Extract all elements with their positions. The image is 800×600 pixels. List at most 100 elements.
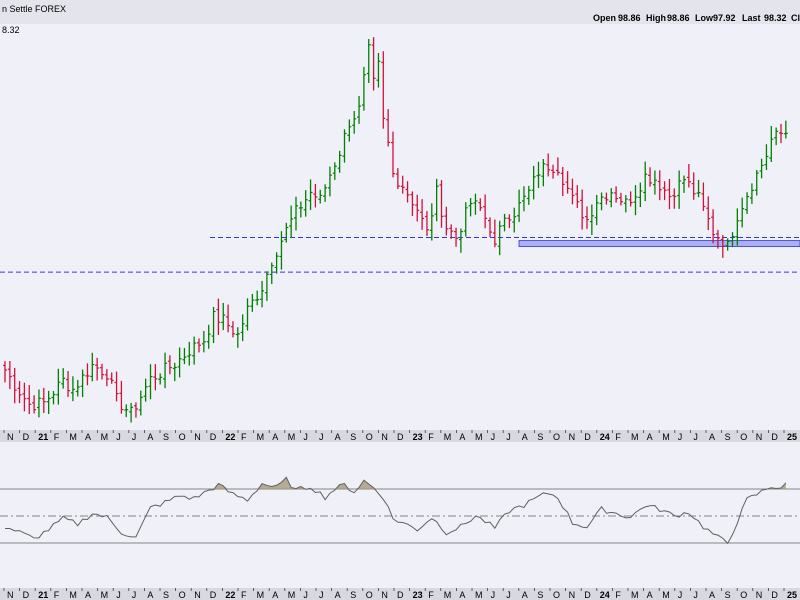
price-bar — [269, 262, 274, 285]
price-bar — [381, 51, 386, 129]
price-bar — [483, 194, 488, 229]
price-bar — [745, 192, 750, 214]
date-tick-label: O — [366, 590, 373, 600]
price-bar — [216, 298, 221, 336]
date-tick-label: A — [335, 432, 341, 442]
price-bar — [41, 387, 46, 413]
price-bar — [235, 327, 240, 348]
date-tick-label: M — [101, 432, 109, 442]
price-panel — [0, 24, 800, 430]
price-bar — [599, 192, 604, 211]
chart-title: n Settle FOREX — [2, 4, 66, 14]
date-tick-label: D — [397, 432, 404, 442]
price-bar — [124, 404, 129, 418]
price-bar — [580, 189, 585, 230]
date-tick-label: S — [725, 432, 731, 442]
date-tick-label: A — [459, 432, 465, 442]
price-bar — [230, 321, 235, 338]
price-bar — [100, 363, 104, 380]
date-tick-label: D — [23, 432, 30, 442]
price-bar — [677, 170, 682, 209]
price-bar — [449, 224, 454, 239]
date-tick-label: S — [725, 590, 731, 600]
price-bar — [327, 166, 332, 197]
date-tick-label: M — [631, 432, 639, 442]
price-bar — [473, 193, 478, 215]
price-bar — [260, 280, 265, 308]
price-bar — [715, 229, 720, 249]
date-tick-label: J — [506, 590, 511, 600]
price-bar — [429, 203, 434, 241]
price-bar — [565, 171, 570, 194]
price-bar — [308, 179, 313, 210]
price-bar — [604, 192, 609, 205]
date-tick-label: D — [771, 590, 778, 600]
price-bar — [361, 66, 366, 111]
date-tick-label: F — [54, 590, 60, 600]
price-bar — [187, 341, 192, 366]
date-tick-label: D — [584, 590, 591, 600]
price-bar — [289, 205, 294, 238]
date-tick-label: J — [132, 590, 137, 600]
price-bar — [614, 186, 619, 203]
price-bar — [711, 209, 716, 244]
date-tick-label: N — [569, 432, 576, 442]
date-tick-label: J — [303, 432, 308, 442]
price-bar — [551, 164, 556, 179]
price-bar — [153, 364, 158, 391]
open-label: Open — [593, 13, 616, 23]
date-tick-label: F — [428, 432, 434, 442]
date-tick-label: N — [756, 590, 763, 600]
price-bar — [56, 368, 61, 405]
price-bar — [657, 170, 662, 201]
date-tick-label: N — [194, 432, 201, 442]
price-bar — [468, 197, 473, 217]
price-bar — [730, 232, 735, 248]
price-bar — [492, 219, 497, 248]
price-bar — [618, 192, 623, 206]
date-tick-label: S — [350, 590, 356, 600]
price-bar — [434, 178, 439, 222]
price-bar — [255, 290, 260, 306]
date-tick-label: J — [678, 432, 683, 442]
price-bar — [759, 158, 764, 179]
date-axis-ticks: N D 21 F M A M J J A S O N D 22 F M A M J J A S O N D 23 F M A M J J A S O N… — [3, 430, 797, 442]
price-bar — [502, 213, 507, 232]
price-bar — [274, 252, 279, 274]
price-bar — [279, 231, 284, 270]
date-tick-label: N — [381, 590, 388, 600]
price-bar — [740, 197, 745, 228]
date-tick-label: 21 — [38, 432, 48, 442]
rsi-indicator — [0, 476, 800, 545]
price-bar — [177, 347, 182, 378]
price-bar — [51, 391, 56, 405]
price-bar — [662, 181, 667, 201]
header-bar — [0, 0, 800, 24]
date-tick-label: J — [693, 432, 698, 442]
date-tick-label: N — [569, 590, 576, 600]
date-tick-label: S — [537, 590, 543, 600]
price-bar — [386, 109, 391, 147]
price-bar — [264, 271, 269, 301]
price-bar — [114, 371, 119, 402]
price-bar — [337, 150, 342, 173]
price-bar — [192, 336, 197, 365]
date-tick-label: M — [475, 432, 483, 442]
date-tick-label: A — [647, 432, 653, 442]
last-label: Last — [742, 13, 761, 23]
date-tick-label: M — [257, 432, 265, 442]
date-tick-label: 24 — [600, 590, 610, 600]
price-bar — [648, 167, 653, 187]
date-tick-label: 25 — [787, 590, 797, 600]
price-bar — [701, 182, 706, 211]
price-bar — [66, 371, 71, 397]
price-bar — [240, 314, 245, 342]
date-tick-label: 23 — [413, 432, 423, 442]
low-value: 97.92 — [713, 13, 736, 23]
price-bar — [7, 360, 12, 390]
date-tick-label: 22 — [225, 432, 235, 442]
date-tick-label: M — [69, 432, 77, 442]
price-bar — [104, 369, 109, 387]
price-bar — [735, 208, 740, 246]
price-bar — [211, 306, 216, 344]
